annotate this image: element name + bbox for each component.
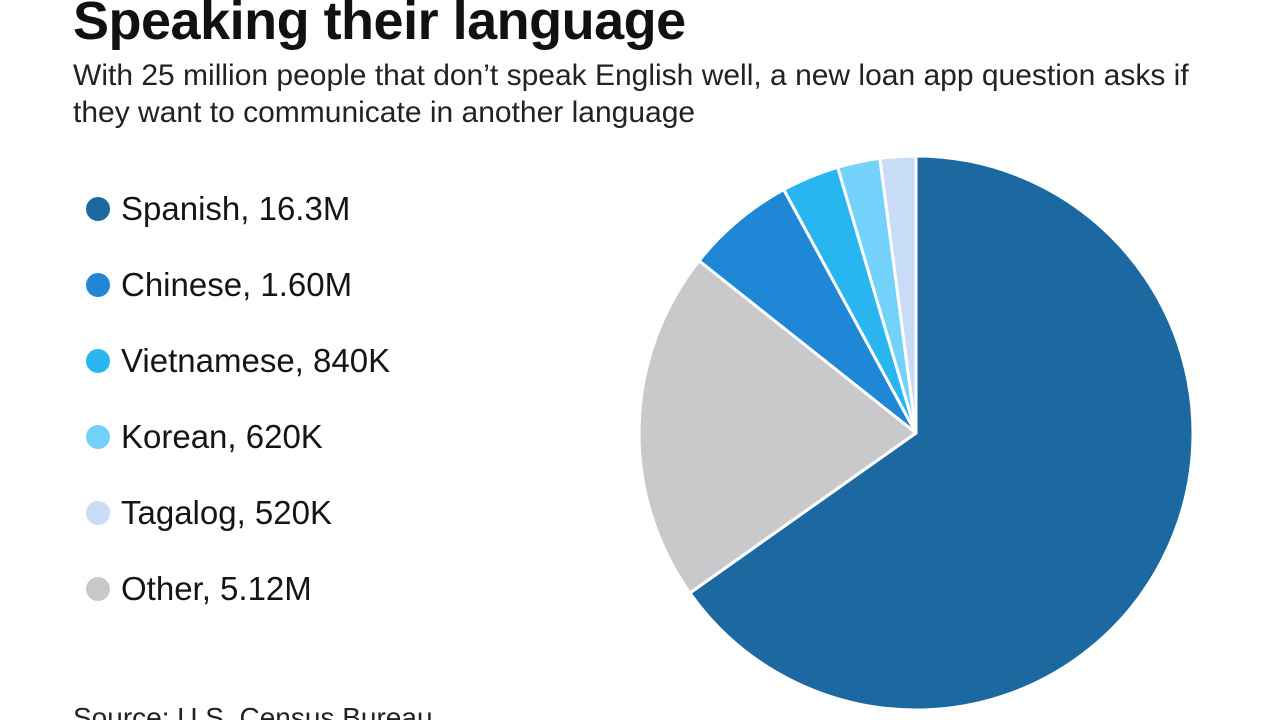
legend-label-chinese: Chinese, 1.60M [121,266,353,303]
legend-swatch-korean [86,425,110,449]
legend-item-korean: Korean, 620K [86,414,390,460]
legend-item-spanish: Spanish, 16.3M [86,186,390,232]
source-note: Source: U.S. Census Bureau [73,702,433,720]
pie-slice-chinese [697,188,918,435]
pie-slice-other [637,259,918,595]
legend: Spanish, 16.3M Chinese, 1.60M Vietnamese… [86,186,390,642]
legend-swatch-other [86,577,110,601]
chart-title: Speaking their language [73,0,686,51]
legend-item-other: Other, 5.12M [86,566,390,612]
legend-swatch-vietnamese [86,349,110,373]
legend-item-vietnamese: Vietnamese, 840K [86,338,390,384]
legend-item-tagalog: Tagalog, 520K [86,490,390,536]
pie-slice-spanish [688,154,1195,712]
legend-item-chinese: Chinese, 1.60M [86,262,390,308]
legend-label-korean: Korean, 620K [121,418,323,455]
legend-label-other: Other, 5.12M [121,570,312,607]
chart-subtitle: With 25 million people that don’t speak … [73,59,1189,129]
legend-label-spanish: Spanish, 16.3M [121,190,351,227]
legend-swatch-chinese [86,273,110,297]
pie-slice-korean [836,156,918,435]
legend-label-tagalog: Tagalog, 520K [121,494,333,531]
legend-label-vietnamese: Vietnamese, 840K [121,342,391,379]
legend-swatch-tagalog [86,501,110,525]
pie-slice-tagalog [878,154,918,435]
pie-slice-vietnamese [782,165,918,435]
legend-swatch-spanish [86,197,110,221]
